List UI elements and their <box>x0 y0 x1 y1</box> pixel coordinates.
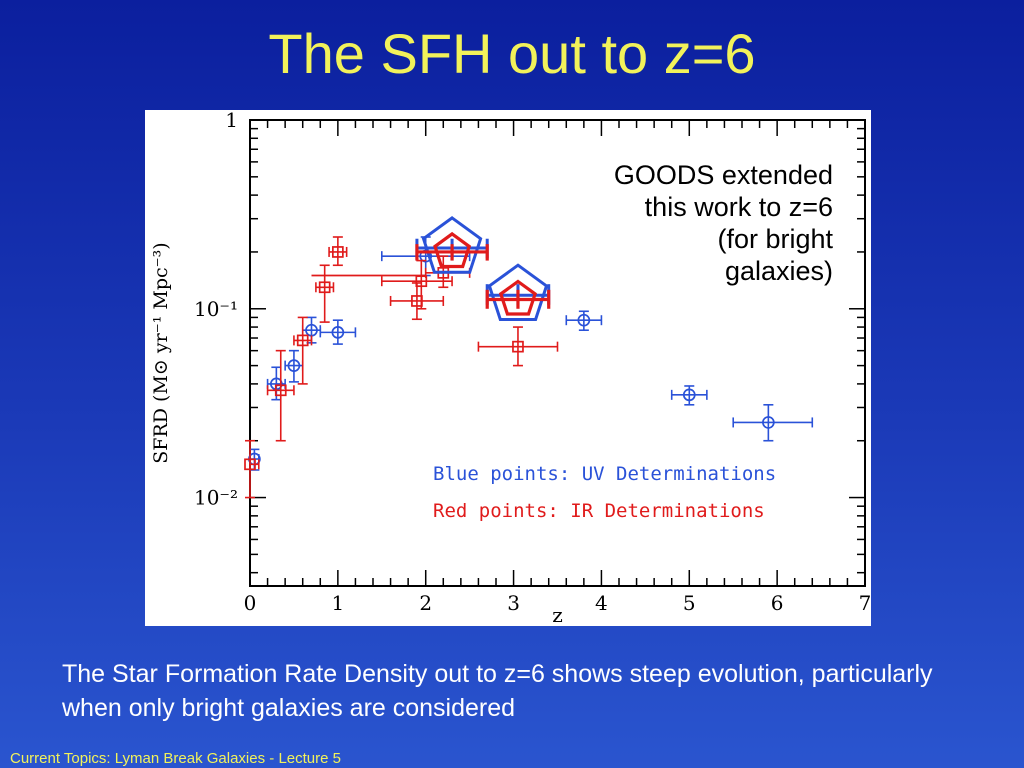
ir-point-marker <box>244 458 256 471</box>
uv-point-marker <box>682 388 696 402</box>
y-axis-label: SFRD (M⊙ yr⁻¹ Mpc⁻³) <box>150 242 172 463</box>
ir-point-marker <box>411 295 423 307</box>
goods-annotation: GOODS extended this work to z=6 (for bri… <box>533 160 833 287</box>
sfrd-chart-svg: 0 1 2 3 4 5 6 7 1 10⁻¹ 10⁻² z SFRD (M⊙ yr⁻¹ Mpc⁻³) Bl… <box>150 110 871 626</box>
slide-footer: Current Topics: Lyman Break Galaxies - L… <box>10 750 341 767</box>
ir-pentagon-marker <box>498 279 537 316</box>
uv-pentagon-marker <box>421 216 483 274</box>
x-tick-label: 5 <box>683 591 696 615</box>
x-tick-label: 4 <box>595 591 608 615</box>
ir-point-marker <box>296 334 309 347</box>
ir-pentagon-marker <box>433 231 472 269</box>
annotation-line-4: galaxies) <box>724 255 833 286</box>
x-tick-label: 3 <box>507 591 520 615</box>
slide-title: The SFH out to z=6 <box>268 22 756 85</box>
ir-point-marker <box>274 384 287 397</box>
uv-point-marker <box>287 359 301 372</box>
y-tick-label: 1 <box>225 110 238 132</box>
legend-entry: Blue points: UV Determinations <box>433 463 776 485</box>
ir-point-marker <box>415 275 428 288</box>
annotation-line-1: GOODS extended <box>613 160 833 190</box>
y-tick-label: 10⁻² <box>194 486 238 510</box>
annotation-line-3: (for bright <box>717 223 833 254</box>
x-tick-label: 2 <box>419 591 432 615</box>
uv-point-marker <box>331 326 345 339</box>
uv-point-marker <box>762 416 775 429</box>
ir-point-marker <box>512 340 524 353</box>
uv-point-marker <box>577 313 591 327</box>
slide-caption: The Star Formation Rate Density out to z… <box>62 660 933 723</box>
y-tick-label: 10⁻¹ <box>194 297 238 321</box>
x-tick-label: 0 <box>244 591 257 615</box>
x-tick-label: 1 <box>331 591 344 615</box>
plot-frame <box>249 119 866 587</box>
sfrd-chart: 0 1 2 3 4 5 6 7 1 10⁻¹ 10⁻² z SFRD (M⊙ yr⁻¹ Mpc⁻³) Bl… <box>145 110 871 626</box>
annotation-line-2: this work to z=6 <box>644 191 833 222</box>
ir-point-marker <box>318 281 331 294</box>
legend-entry: Red points: IR Determinations <box>433 500 765 522</box>
x-tick-label: 7 <box>859 591 871 615</box>
x-axis-label: z <box>552 603 563 626</box>
x-tick-label: 6 <box>771 591 784 615</box>
ir-point-marker <box>332 246 344 258</box>
uv-pentagon-marker <box>487 263 549 321</box>
